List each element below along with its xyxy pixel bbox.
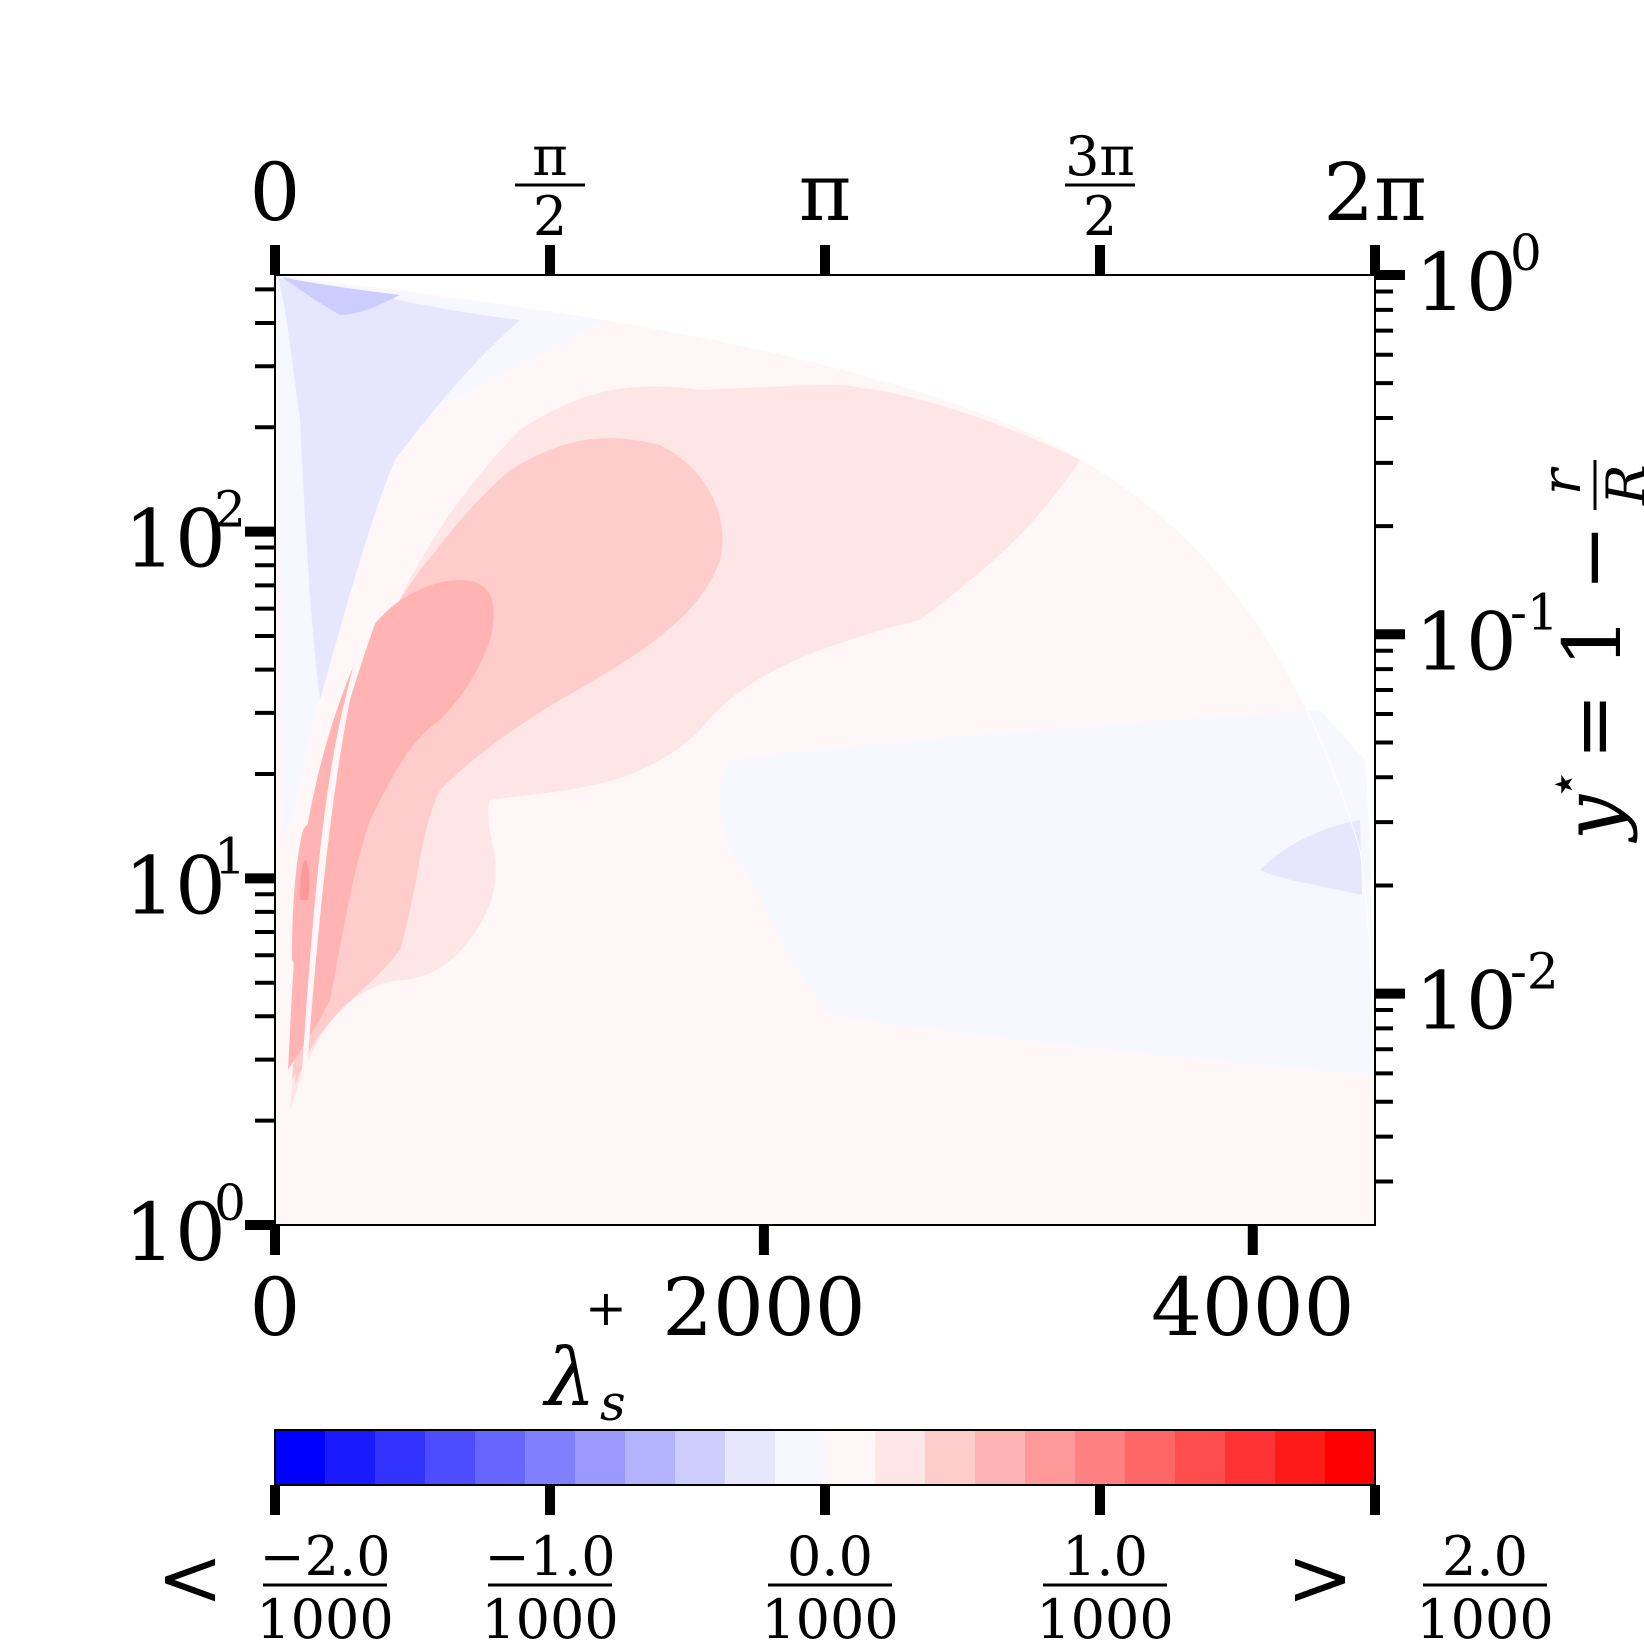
domain-boundary <box>274 274 1376 1226</box>
right-axis-label: y ⋆ = 1 − r R <box>1530 460 1644 843</box>
right-tick-exp-0: 0 <box>1510 224 1542 282</box>
colorbar-swatch-14 <box>975 1430 1026 1485</box>
contour-red-6 <box>300 860 310 900</box>
left-tick-base-1: 10 <box>124 839 226 932</box>
colorbar-num-4: 2.0 <box>1442 1525 1528 1588</box>
colorbar-swatch-7 <box>625 1430 676 1485</box>
colorbar-swatch-6 <box>575 1430 626 1485</box>
y-label-star: ⋆ <box>1534 769 1592 800</box>
contour-blue-wedge-3 <box>280 278 450 397</box>
top-tick-label-4: 2π <box>1323 146 1426 239</box>
contour-field <box>275 275 1375 1225</box>
top-axis: 0 π2 π 3π2 2π <box>250 125 1427 275</box>
colorbar-swatch-15 <box>1025 1430 1076 1485</box>
left-tick-exp-0: 0 <box>214 1174 246 1232</box>
left-tick-exp-1: 1 <box>214 827 246 885</box>
left-tick-exp-2: 2 <box>214 481 246 539</box>
colorbar-num-1: −1.0 <box>484 1525 615 1588</box>
top-tick-label-0: 0 <box>250 146 301 239</box>
colorbar-swatch-5 <box>525 1430 576 1485</box>
colorbar <box>275 1430 1376 1485</box>
y-label-frac-den: R <box>1595 464 1644 506</box>
right-tick-exp-1: -1 <box>1510 583 1559 641</box>
colorbar-swatch-1 <box>325 1430 376 1485</box>
bottom-tick-label-0: 0 <box>250 1261 301 1354</box>
colorbar-prefix-4: > <box>1286 1531 1353 1624</box>
colorbar-swatch-20 <box>1275 1430 1326 1485</box>
contour-blue-wedge-4 <box>282 277 400 315</box>
y-label-frac-num: r <box>1530 466 1593 495</box>
contour-blue-lower-core <box>1260 820 1362 895</box>
colorbar-num-0: −2.0 <box>259 1525 390 1588</box>
top-tick-num-1: π <box>532 125 568 188</box>
top-tick-den-3: 2 <box>1083 185 1117 248</box>
colorbar-swatch-3 <box>425 1430 476 1485</box>
colorbar-swatch-11 <box>825 1430 876 1485</box>
colorbar-swatch-10 <box>775 1430 826 1485</box>
y-label-y: y <box>1546 793 1639 843</box>
contour-red-3 <box>292 480 640 1080</box>
colorbar-den-2: 1000 <box>761 1588 898 1644</box>
colorbar-swatch-8 <box>675 1430 726 1485</box>
bottom-axis: 0 2000 4000 <box>250 1225 1355 1354</box>
colorbar-swatch-18 <box>1175 1430 1226 1485</box>
right-tick-base-2: 10 <box>1415 955 1517 1048</box>
top-tick-label-2: π <box>799 146 852 239</box>
colorbar-den-1: 1000 <box>481 1588 618 1644</box>
colorbar-prefix-0: < <box>156 1531 223 1624</box>
colorbar-swatch-16 <box>1075 1430 1126 1485</box>
colorbar-swatch-13 <box>925 1430 976 1485</box>
colorbar-swatch-0 <box>275 1430 326 1485</box>
top-tick-den-1: 2 <box>533 185 567 248</box>
contour-blue-lower <box>718 710 1375 1075</box>
bottom-tick-label-1: 2000 <box>662 1261 866 1354</box>
colorbar-num-3: 1.0 <box>1062 1525 1148 1588</box>
colorbar-den-4: 1000 <box>1416 1588 1553 1644</box>
colorbar-swatch-9 <box>725 1430 776 1485</box>
colorbar-den-3: 1000 <box>1036 1588 1173 1644</box>
x-label-sup: + <box>585 1279 627 1337</box>
y-label-eq: = 1 − <box>1546 524 1639 760</box>
colorbar-swatch-12 <box>875 1430 926 1485</box>
bottom-tick-label-2: 4000 <box>1151 1261 1355 1354</box>
top-tick-num-3: 3π <box>1065 125 1135 188</box>
colorbar-swatch-21 <box>1325 1430 1376 1485</box>
left-tick-base-2: 10 <box>124 493 226 586</box>
colorbar-swatch-2 <box>375 1430 426 1485</box>
colorbar-swatch-19 <box>1225 1430 1276 1485</box>
x-label-lambda: λ <box>542 1331 596 1424</box>
right-tick-base-1: 10 <box>1415 595 1517 688</box>
right-tick-base-0: 10 <box>1415 236 1517 329</box>
colorbar-den-0: 1000 <box>256 1588 393 1644</box>
right-tick-exp-2: -2 <box>1510 943 1559 1001</box>
x-label-sub: s <box>600 1374 626 1432</box>
colorbar-num-2: 0.0 <box>787 1525 873 1588</box>
left-tick-base-0: 10 <box>124 1186 226 1279</box>
bottom-axis-label: λ + s <box>542 1279 627 1432</box>
colorbar-swatch-17 <box>1125 1430 1176 1485</box>
contour-red-4 <box>288 580 494 1070</box>
colorbar-swatch-4 <box>475 1430 526 1485</box>
contour-blue-wedge-2 <box>278 278 520 700</box>
